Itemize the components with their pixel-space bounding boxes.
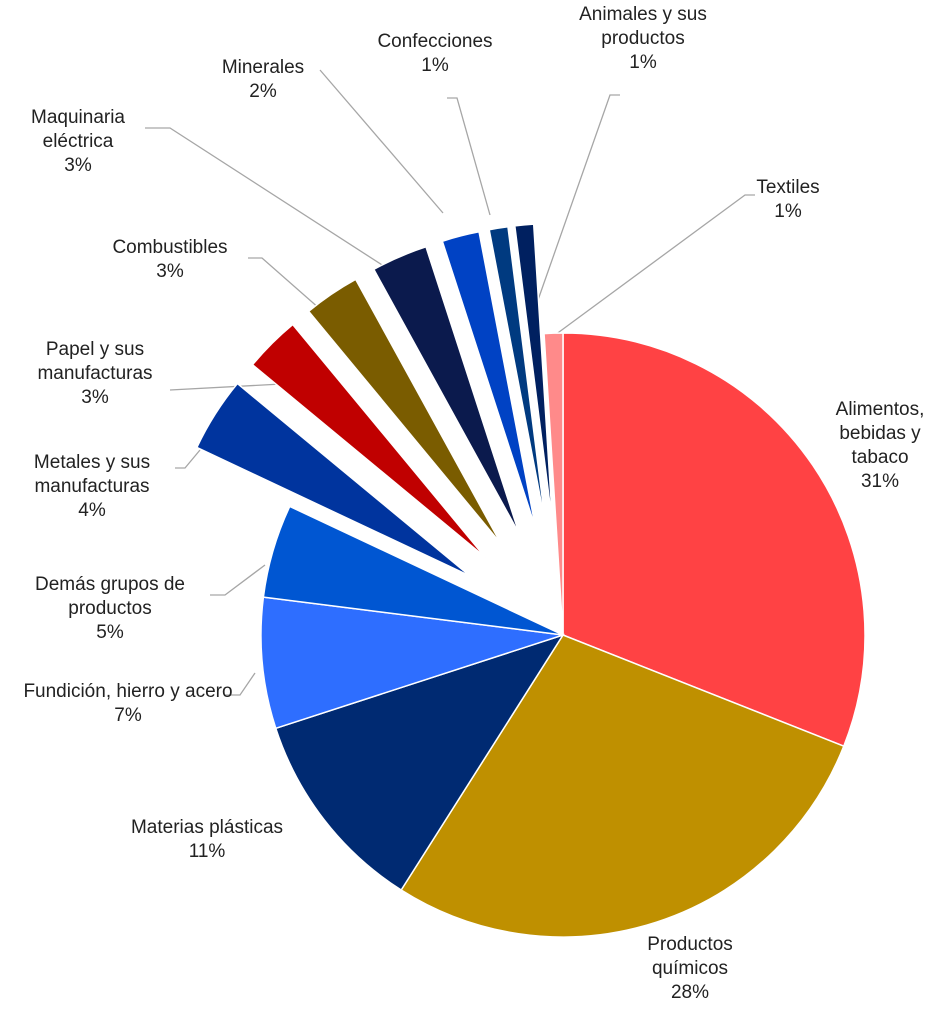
slice-label: Animales y sus productos 1% <box>548 3 738 75</box>
category-name: Productos químicos <box>647 934 733 979</box>
category-name: Papel y sus manufacturas <box>37 339 153 384</box>
category-name: Animales y sus productos <box>579 4 707 49</box>
category-name: Confecciones <box>377 31 493 52</box>
percent-label: 4% <box>78 500 106 521</box>
category-name: Fundición, hierro y acero <box>23 681 233 702</box>
category-name: Alimentos, bebidas y tabaco <box>835 399 925 468</box>
percent-label: 3% <box>64 155 92 176</box>
category-name: Metales y sus manufacturas <box>33 452 151 497</box>
pie-slice <box>400 634 845 938</box>
leader-line <box>447 97 491 216</box>
slice-label: Demás grupos de productos 5% <box>5 573 215 645</box>
slice-label: Metales y sus manufacturas 4% <box>2 451 182 523</box>
leader-line <box>145 127 394 273</box>
pie-slice <box>562 332 866 748</box>
category-name: Textiles <box>756 177 820 198</box>
slice-label: Fundición, hierro y acero 7% <box>23 680 233 728</box>
pie-slice <box>441 230 537 529</box>
pie-slice <box>195 382 471 577</box>
leader-line <box>210 564 266 596</box>
percent-label: 1% <box>774 201 802 222</box>
percent-label: 28% <box>670 982 710 1003</box>
category-name: Demás grupos de productos <box>35 574 185 619</box>
percent-label: 2% <box>249 81 277 102</box>
slice-label: Alimentos, bebidas y tabaco 31% <box>815 398 935 494</box>
category-name: Combustibles <box>112 237 228 258</box>
percent-label: 11% <box>188 841 226 862</box>
category-name: Materias plásticas <box>130 817 284 838</box>
slice-label: Papel y sus manufacturas 3% <box>5 338 185 410</box>
pie-slice <box>488 225 547 527</box>
leader-line <box>319 69 444 214</box>
percent-label: 1% <box>421 55 449 76</box>
percent-label: 3% <box>81 387 109 408</box>
slice-label: Maquinaria eléctrica 3% <box>3 106 153 178</box>
slice-label: Combustibles 3% <box>90 236 250 284</box>
pie-slice <box>262 505 564 636</box>
pie-slice <box>260 596 564 730</box>
slice-label: Textiles 1% <box>733 176 843 224</box>
pie-slice <box>372 245 521 535</box>
slice-label: Confecciones 1% <box>360 30 510 78</box>
percent-label: 7% <box>114 705 142 726</box>
pie-slice <box>274 633 565 892</box>
percent-label: 3% <box>156 261 184 282</box>
slice-label: Minerales 2% <box>203 56 323 104</box>
leader-line <box>225 672 256 696</box>
pie-slice <box>251 323 486 558</box>
pie-slice <box>543 332 564 636</box>
percent-label: 1% <box>629 52 657 73</box>
slice-label: Materias plásticas 11% <box>87 816 327 864</box>
category-name: Minerales <box>221 57 305 78</box>
percent-label: 5% <box>96 622 124 643</box>
percent-label: 31% <box>860 471 900 492</box>
leader-line <box>554 194 755 336</box>
category-name: Maquinaria eléctrica <box>31 107 125 152</box>
leader-line <box>537 94 620 301</box>
pie-slice <box>513 223 554 526</box>
pie-slice <box>307 278 502 545</box>
slice-label: Productos químicos 28% <box>620 933 760 1005</box>
leader-line <box>175 449 201 469</box>
